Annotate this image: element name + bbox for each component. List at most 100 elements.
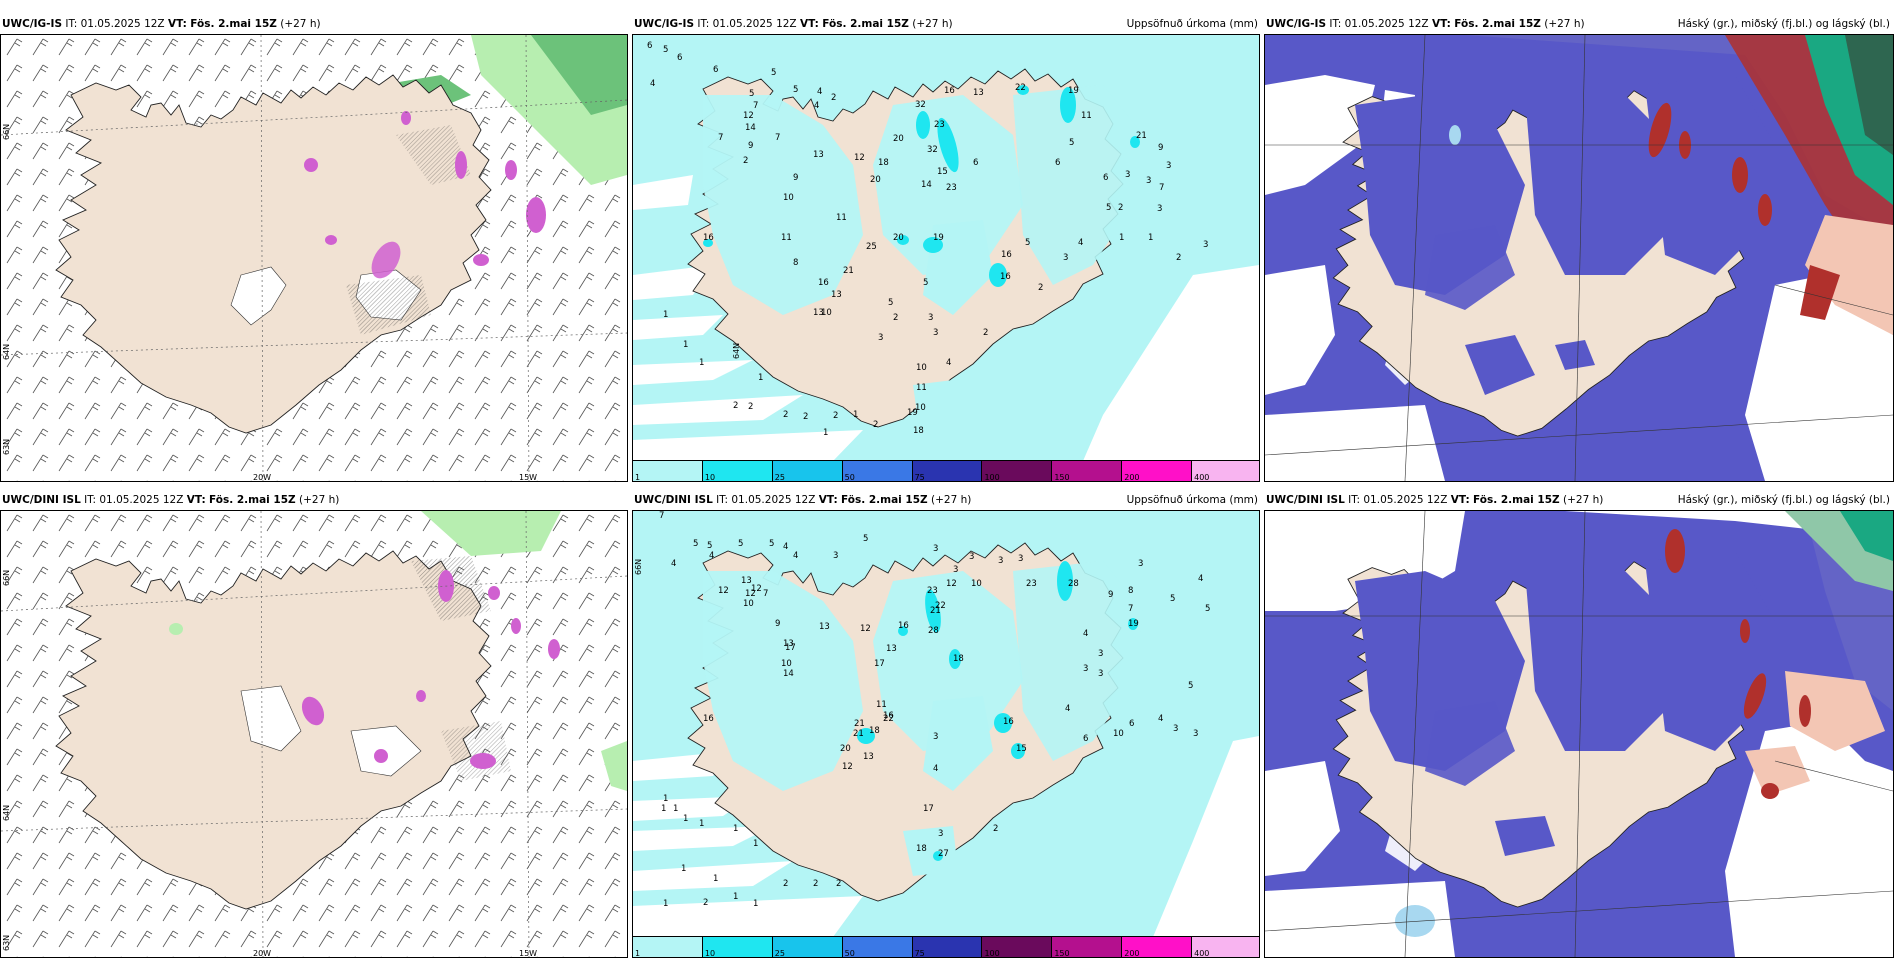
map-canvas[interactable]: 66N 7 5 5 4 4 5 5 4 4 3 5 3 12 12 13 10 12 7 9 13 17 10 14 13 12… [632, 510, 1260, 958]
precip-value: 11 [876, 700, 887, 710]
colorbar-tick-label: 1 [635, 949, 641, 958]
precip-value: 3 [1203, 240, 1208, 250]
precip-value: 5 [793, 85, 798, 95]
precip-value: 3 [998, 556, 1003, 566]
colorbar-tick-label: 150 [1054, 949, 1070, 958]
precip-value: 16 [1001, 250, 1012, 260]
precip-value: 3 [1098, 669, 1103, 679]
precip-value: 21 [1136, 131, 1147, 141]
precip-value: 5 [1170, 594, 1175, 604]
precip-value: 9 [748, 141, 753, 151]
precip-value: 9 [775, 619, 780, 629]
colorbar-segment: 50 [842, 937, 913, 958]
lat-label-66n: 66N [2, 570, 11, 586]
panel-header: UWC/IG-IS IT: 01.05.2025 12Z VT: Fös. 2.… [634, 18, 953, 30]
precip-value: 4 [793, 551, 798, 561]
precip-value: 1 [823, 428, 828, 438]
precip-value: 16 [703, 714, 714, 724]
precip-value: 14 [783, 669, 794, 679]
precip-value: 5 [863, 534, 868, 544]
colorbar-tick-label: 400 [1194, 949, 1210, 958]
colorbar-tick-label: 150 [1054, 473, 1070, 482]
precip-value: 7 [763, 589, 768, 599]
precip-value: 4 [783, 542, 788, 552]
precip-value: 17 [923, 804, 934, 814]
precip-value: 4 [817, 87, 822, 97]
panel-title: Uppsöfnuð úrkoma (mm) [1126, 18, 1258, 30]
precip-value: 5 [693, 539, 698, 549]
precip-value: 12 [946, 579, 957, 589]
precip-value: 1 [699, 358, 704, 368]
precip-value: 9 [793, 173, 798, 183]
precip-value: 3 [933, 328, 938, 338]
precip-value: 5 [738, 539, 743, 549]
colorbar-segment: 50 [842, 461, 913, 481]
precip-value: 1 [683, 340, 688, 350]
precip-value: 22 [1015, 83, 1026, 93]
precip-value: 2 [703, 898, 708, 908]
precip-value: 7 [1128, 604, 1133, 614]
precip-value: 3 [1193, 729, 1198, 739]
precip-value: 2 [733, 401, 738, 411]
precip-value: 18 [916, 844, 927, 854]
precip-value: 1 [733, 892, 738, 902]
precip-value: 2 [893, 313, 898, 323]
lon-label-15w: 15W [519, 473, 537, 481]
lat-label-64n: 64N [732, 343, 741, 359]
precip-value: 5 [1069, 138, 1074, 148]
colorbar-tick-label: 200 [1124, 473, 1140, 482]
map-canvas[interactable] [1264, 34, 1894, 482]
precip-value: 2 [983, 328, 988, 338]
precip-value: 1 [853, 410, 858, 420]
precip-value: 10 [1113, 729, 1124, 739]
precip-value: 6 [973, 158, 978, 168]
map-canvas[interactable]: 20W 15W 66N 64N 63N [0, 510, 628, 958]
precip-value: 10 [971, 579, 982, 589]
precip-value: 17 [874, 659, 885, 669]
precip-value: 18 [913, 426, 924, 436]
precip-value: 4 [814, 101, 819, 111]
colorbar-segment: 200 [1122, 937, 1193, 957]
precip-value: 23 [946, 183, 957, 193]
precip-value: 4 [946, 358, 951, 368]
precip-value: 17 [785, 643, 796, 653]
precip-value: 10 [781, 659, 792, 669]
precip-value: 5 [749, 89, 754, 99]
precip-value: 19 [1068, 86, 1079, 96]
precip-value: 5 [707, 541, 712, 551]
colorbar: 1 10 25 50 75 100 150 200 400 [633, 460, 1259, 482]
lon-label-15w: 15W [519, 949, 537, 957]
precip-value: 12 [854, 153, 865, 163]
precip-value: 5 [769, 539, 774, 549]
precip-value: 6 [1103, 173, 1108, 183]
precip-value: 7 [718, 133, 723, 143]
precip-value: 10 [915, 403, 926, 413]
precip-value: 2 [1176, 253, 1181, 263]
precip-value: 8 [793, 258, 798, 268]
precip-value: 4 [671, 559, 676, 569]
colorbar-segment: 150 [1052, 937, 1123, 958]
precip-value: 9 [1158, 143, 1163, 153]
precip-value: 18 [869, 726, 880, 736]
colorbar-tick-label: 50 [844, 949, 855, 958]
colorbar-tick-label: 100 [984, 473, 1000, 482]
precip-value: 12 [860, 624, 871, 634]
map-canvas[interactable] [1264, 510, 1894, 958]
precip-value: 12 [745, 589, 756, 599]
precip-value: 2 [1118, 203, 1123, 213]
precip-value: 5 [923, 278, 928, 288]
colorbar-tick-label: 10 [704, 949, 716, 958]
map-canvas[interactable]: 20W 15W 66N 64N 63N [0, 34, 628, 482]
precip-value: 2 [836, 879, 841, 889]
precip-value: 16 [898, 621, 909, 631]
precip-value: 32 [927, 145, 938, 155]
panel-title: Háský (gr.), miðský (fj.bl.) og lágský (… [1677, 494, 1890, 506]
lat-label-63n: 63N [2, 935, 11, 951]
lat-label-66n: 66N [634, 559, 643, 575]
precip-value: 23 [934, 120, 945, 130]
precip-value: 3 [833, 551, 838, 561]
precip-value: 19 [1128, 619, 1139, 629]
map-canvas[interactable]: 64N 6 5 6 4 6 5 5 4 2 4 5 7 12 14 7 9 7 2 13 12 20 18 20 32 23 16… [632, 34, 1260, 482]
precip-value: 1 [661, 804, 666, 814]
